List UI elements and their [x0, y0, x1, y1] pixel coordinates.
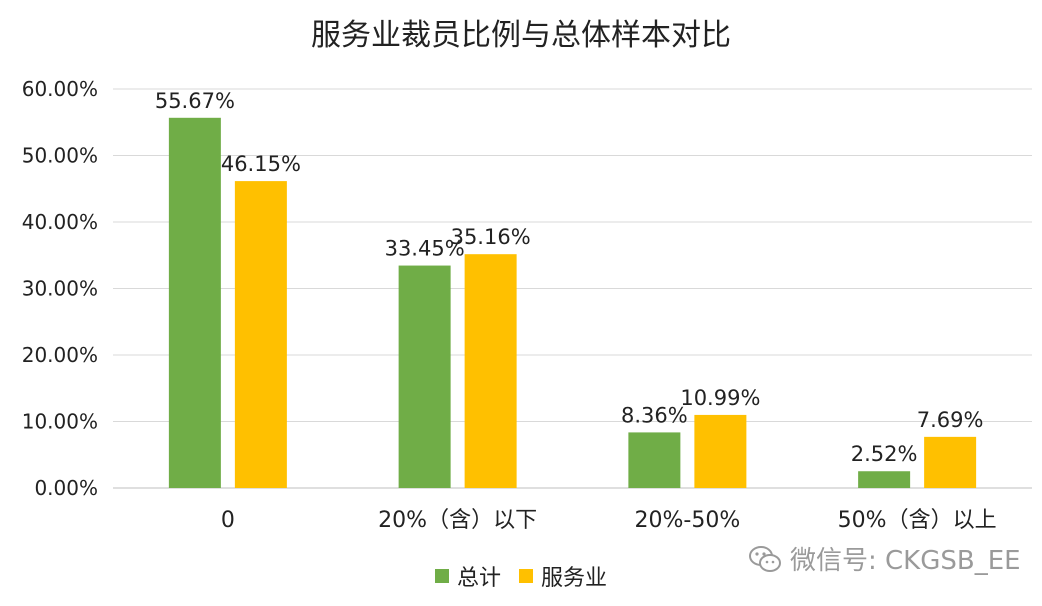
data-label: 8.36%	[621, 403, 688, 427]
bar-service	[694, 414, 747, 488]
x-tick-label: 20%-50%	[635, 508, 741, 533]
y-tick-label: 50.00%	[22, 144, 98, 168]
bar-service	[464, 254, 517, 488]
data-label: 33.45%	[385, 237, 465, 261]
legend-swatch-total	[434, 569, 449, 583]
y-tick-label: 40.00%	[22, 210, 98, 234]
bar-total	[628, 432, 681, 488]
wechat-icon	[749, 545, 781, 572]
chart-title: 服务业裁员比例与总体样本对比	[311, 18, 731, 53]
x-tick-label: 0	[221, 508, 235, 533]
data-label: 7.69%	[917, 408, 984, 432]
y-tick-label: 0.00%	[34, 476, 98, 500]
y-tick-label: 60.00%	[22, 77, 98, 101]
y-tick-label: 30.00%	[22, 277, 98, 301]
x-tick-label: 20%（含）以下	[378, 508, 537, 533]
legend-item-total: 总计	[434, 560, 501, 592]
legend-label-service: 服务业	[541, 566, 608, 591]
legend-swatch-service	[519, 569, 533, 583]
y-tick-label: 20.00%	[22, 343, 98, 367]
data-label: 2.52%	[851, 442, 918, 466]
watermark: 微信号: CKGSB_EE	[748, 540, 1021, 577]
legend: 总计 服务业	[0, 560, 1042, 592]
bar-total	[168, 117, 221, 489]
legend-label-total: 总计	[456, 566, 501, 591]
data-label: 10.99%	[680, 386, 760, 410]
data-label: 55.67%	[155, 89, 235, 113]
data-label: 46.15%	[221, 152, 301, 176]
bar-total	[398, 265, 451, 488]
x-tick-label: 50%（含）以上	[838, 508, 997, 533]
data-label: 35.16%	[451, 225, 531, 249]
bar-service	[924, 436, 977, 488]
legend-item-service: 服务业	[519, 560, 607, 592]
bar-service	[234, 181, 287, 489]
bar-total	[858, 471, 911, 488]
watermark-text: 微信号: CKGSB_EE	[790, 546, 1021, 576]
y-tick-label: 10.00%	[22, 410, 98, 434]
